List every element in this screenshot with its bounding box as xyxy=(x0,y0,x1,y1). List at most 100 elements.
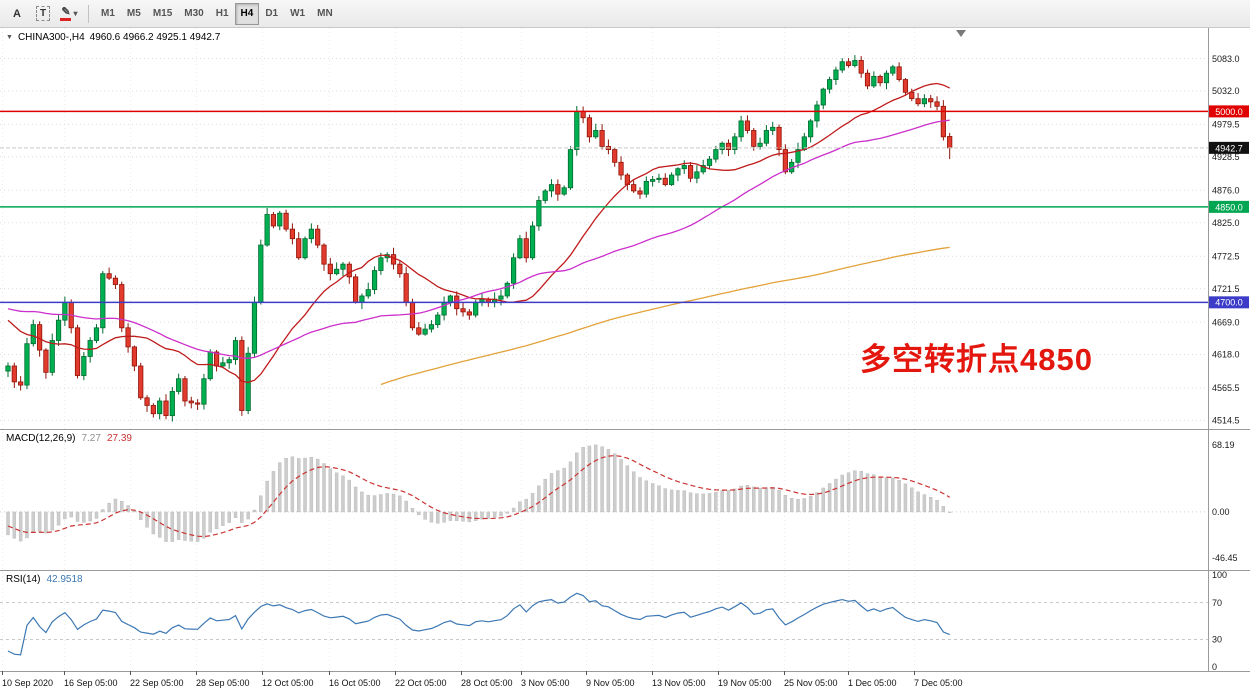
macd-histogram-bar xyxy=(524,498,528,513)
macd-histogram-bar xyxy=(423,511,427,520)
text-box-tool-button[interactable]: T xyxy=(31,3,55,25)
candle-body xyxy=(921,98,928,105)
candle-body xyxy=(119,284,125,329)
macd-histogram-bar xyxy=(865,473,870,513)
candle-body xyxy=(131,346,137,367)
macd-histogram-bar xyxy=(233,511,238,518)
time-label: 22 Oct 05:00 xyxy=(395,678,447,688)
macd-histogram-bar xyxy=(37,511,42,532)
candle-body xyxy=(188,400,194,404)
candle-body xyxy=(302,238,308,259)
candle-body xyxy=(725,142,732,150)
time-label: 25 Nov 05:00 xyxy=(784,678,838,688)
macd-histogram-bar xyxy=(594,444,598,513)
candle-body xyxy=(529,225,536,259)
macd-histogram-bar xyxy=(752,486,756,513)
macd-histogram-bar xyxy=(69,511,73,518)
macd-histogram-bar xyxy=(44,511,48,534)
macd-histogram-bar xyxy=(183,511,187,541)
candle-body xyxy=(681,165,687,170)
candle-body xyxy=(808,120,814,138)
candle-body xyxy=(163,400,169,417)
macd-histogram-bar xyxy=(404,500,408,513)
candle-body xyxy=(277,212,283,227)
price-scale[interactable]: 5000.0 4850.0 4700.0 4942.7 5083.0 5032.0 4979… xyxy=(1208,28,1249,672)
timeframe-button-d1[interactable]: D1 xyxy=(265,8,279,19)
candle-body xyxy=(782,149,788,173)
candle-body xyxy=(877,75,883,84)
timeframe-button-h1[interactable]: H1 xyxy=(215,8,229,19)
macd-histogram-bar xyxy=(758,487,762,513)
timeframe-button-h4[interactable]: H4 xyxy=(234,2,260,25)
time-axis[interactable]: 10 Sep 2020 16 Sep 05:00 22 Sep 05:00 28 Se… xyxy=(2,671,963,688)
candle-body xyxy=(858,60,864,74)
macd-histogram-bar xyxy=(543,478,547,513)
candle-body xyxy=(226,359,232,364)
macd-histogram-bar xyxy=(227,511,231,523)
timeframe-button-m5[interactable]: M5 xyxy=(126,8,141,19)
chart-text-annotation[interactable]: 多空转折点4850 xyxy=(860,342,1093,377)
horizontal-level-lines xyxy=(0,30,1208,304)
arrow-text-tool-button[interactable]: A xyxy=(13,7,21,20)
candle-body xyxy=(62,301,68,321)
candle-body xyxy=(751,130,757,147)
candle-body xyxy=(100,273,106,329)
candle-body xyxy=(814,104,820,122)
macd-histogram-bar xyxy=(834,478,838,513)
macd-histogram-bar xyxy=(777,489,781,513)
macd-histogram-bar xyxy=(391,493,396,513)
candle-body xyxy=(795,149,801,163)
rsi-scale-label: 100 xyxy=(1212,570,1227,580)
timeframe-button-m1[interactable]: M1 xyxy=(101,8,115,19)
time-label: 19 Nov 05:00 xyxy=(718,678,772,688)
candle-body xyxy=(176,378,182,392)
candle-body xyxy=(144,397,150,406)
candle-body xyxy=(81,356,87,376)
paint-tool-button[interactable]: ✎ ▾ xyxy=(57,3,81,25)
macd-histogram-bar xyxy=(492,511,497,518)
macd-histogram-bar xyxy=(853,470,857,513)
macd-histogram-bar xyxy=(214,511,219,530)
macd-histogram-bar xyxy=(63,511,67,520)
candle-body xyxy=(890,66,896,74)
price-tick-label: 5083.0 xyxy=(1212,54,1240,64)
macd-histogram-bar xyxy=(467,511,472,523)
candle-body xyxy=(435,314,441,326)
candle-body xyxy=(403,273,409,303)
macd-histogram-bar xyxy=(676,490,680,513)
candle-body xyxy=(871,75,877,87)
macd-histogram-bar xyxy=(480,511,484,520)
candle-body xyxy=(555,184,561,195)
paint-tool-icon: ✎ xyxy=(60,6,72,21)
macd-histogram-bar xyxy=(537,485,541,513)
timeframe-button-w1[interactable]: W1 xyxy=(290,8,306,19)
symbol-collapse-icon[interactable]: ▼ xyxy=(6,34,13,41)
macd-histogram-bar xyxy=(189,511,193,542)
macd-histogram-bar xyxy=(455,511,459,521)
macd-histogram-bar xyxy=(505,511,509,514)
candle-body xyxy=(776,126,782,150)
macd-histogram-bar xyxy=(846,472,851,513)
macd-indicator-label: MACD(12,26,9) 7.27 27.39 xyxy=(6,433,132,444)
macd-histogram-bar xyxy=(562,467,566,513)
chart-shift-marker-icon[interactable] xyxy=(956,30,966,37)
macd-histogram-bar xyxy=(499,511,503,517)
macd-histogram-bar xyxy=(31,511,35,533)
macd-histogram-bar xyxy=(442,511,446,523)
macd-histogram-bar xyxy=(145,511,149,528)
macd-histogram-bar xyxy=(284,458,288,513)
candle-body xyxy=(258,244,264,303)
timeframe-button-mn[interactable]: MN xyxy=(317,8,333,19)
macd-histogram-bar xyxy=(701,493,705,513)
time-label: 16 Sep 05:00 xyxy=(64,678,118,688)
candlesticks xyxy=(5,55,953,422)
chart-header: ▼ CHINA300-,H4 4960.6 4966.2 4925.1 4942… xyxy=(6,32,220,43)
time-label: 1 Dec 05:00 xyxy=(848,678,897,688)
candle-body xyxy=(157,400,163,415)
time-label: 12 Oct 05:00 xyxy=(262,678,314,688)
timeframe-button-m30[interactable]: M30 xyxy=(184,8,204,19)
macd-histogram-bar xyxy=(581,447,585,513)
timeframe-button-m15[interactable]: M15 xyxy=(152,8,173,19)
macd-histogram-bar xyxy=(625,465,630,513)
